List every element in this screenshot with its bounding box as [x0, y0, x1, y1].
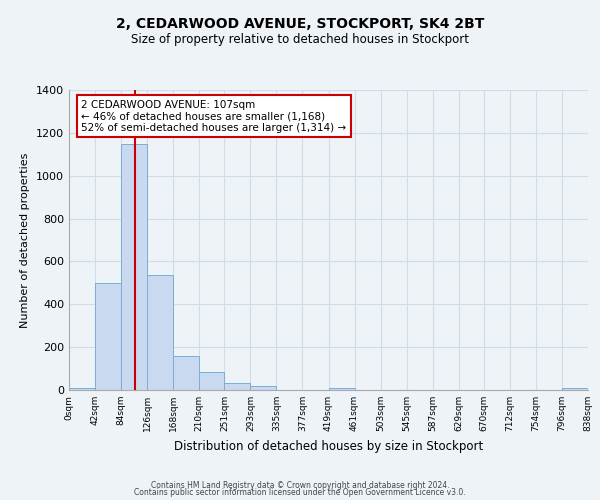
Bar — [147, 276, 173, 390]
Text: Contains HM Land Registry data © Crown copyright and database right 2024.: Contains HM Land Registry data © Crown c… — [151, 480, 449, 490]
Bar — [224, 382, 250, 390]
X-axis label: Distribution of detached houses by size in Stockport: Distribution of detached houses by size … — [174, 440, 483, 452]
Bar — [173, 356, 199, 390]
Y-axis label: Number of detached properties: Number of detached properties — [20, 152, 31, 328]
Text: 2, CEDARWOOD AVENUE, STOCKPORT, SK4 2BT: 2, CEDARWOOD AVENUE, STOCKPORT, SK4 2BT — [116, 18, 484, 32]
Bar — [329, 388, 355, 390]
Bar — [199, 372, 224, 390]
Bar — [121, 144, 147, 390]
Text: Contains public sector information licensed under the Open Government Licence v3: Contains public sector information licen… — [134, 488, 466, 497]
Bar — [250, 386, 277, 390]
Bar — [95, 283, 121, 390]
Bar — [562, 388, 588, 390]
Text: 2 CEDARWOOD AVENUE: 107sqm
← 46% of detached houses are smaller (1,168)
52% of s: 2 CEDARWOOD AVENUE: 107sqm ← 46% of deta… — [82, 100, 347, 133]
Text: Size of property relative to detached houses in Stockport: Size of property relative to detached ho… — [131, 32, 469, 46]
Bar — [69, 388, 95, 390]
